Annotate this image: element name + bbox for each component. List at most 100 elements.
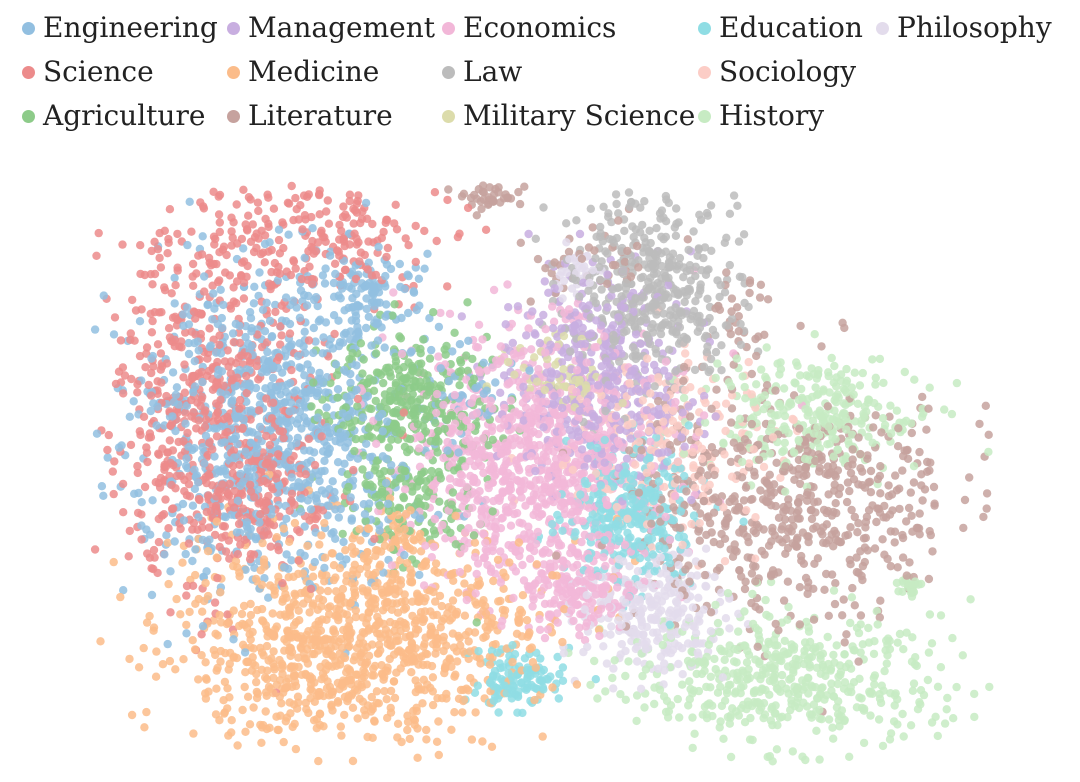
point-engineering [183,240,192,250]
legend-marker [698,65,711,79]
point-history [713,618,723,628]
point-science [154,537,164,547]
point-economics [445,309,455,318]
point-history [765,612,774,621]
point-literature [712,385,721,394]
point-literature [564,247,574,257]
point-medicine [149,623,159,632]
legend-item-agriculture: Agriculture [22,96,205,136]
point-history [679,393,689,403]
point-medicine [412,706,421,716]
point-medicine [410,536,419,545]
point-engineering [166,567,175,576]
point-history [801,755,810,765]
point-science [94,228,103,238]
point-medicine [370,716,379,725]
point-law [690,365,700,375]
point-literature [728,552,738,561]
point-law [672,330,681,339]
point-science [304,434,314,444]
point-history [788,747,797,756]
point-medicine [172,594,181,604]
point-history [621,671,630,681]
point-engineering [135,317,145,326]
point-medicine [109,557,118,567]
point-engineering [374,242,383,252]
point-law [599,202,608,211]
point-medicine [372,687,382,696]
point-science [284,199,294,208]
point-engineering [179,516,189,525]
point-engineering [336,279,345,289]
point-medicine [179,655,188,664]
point-economics [427,553,436,562]
legend-item-literature: Literature [227,96,393,136]
point-medicine [538,732,547,741]
point-science [322,207,331,216]
point-economics [519,576,529,585]
point-literature [695,536,704,545]
point-medicine [440,668,449,678]
point-management [626,434,635,443]
point-philosophy [656,606,666,615]
point-literature [846,523,855,532]
point-literature [866,488,876,497]
point-engineering [310,295,319,305]
point-history [692,669,701,679]
point-literature [839,595,848,604]
point-history [915,698,924,707]
point-science [198,392,207,402]
point-history [777,712,787,721]
point-literature [904,503,914,513]
point-medicine [499,568,508,577]
point-literature [873,474,883,484]
point-history [780,636,789,646]
legend-label: History [719,99,825,132]
point-medicine [447,725,456,734]
point-philosophy [606,630,615,639]
point-history [842,364,851,374]
point-engineering [168,368,178,377]
point-science [90,545,100,554]
point-history [927,639,937,648]
point-economics [535,625,545,634]
point-literature [741,483,751,492]
point-science [116,336,126,345]
point-science [188,259,198,269]
point-management [531,330,540,339]
point-history [601,687,610,696]
point-medicine [164,579,173,589]
point-history [958,651,967,660]
point-engineering [220,438,229,447]
point-history [875,354,885,364]
point-science [310,460,320,470]
point-agriculture [417,359,426,368]
point-science [161,495,170,504]
point-agriculture [472,618,481,627]
point-medicine [353,714,362,723]
point-medicine [368,733,377,742]
point-philosophy [625,562,634,571]
point-literature [858,561,868,571]
point-law [736,319,745,329]
point-history [899,645,908,654]
point-science [261,214,270,224]
point-engineering [170,273,179,283]
legend-item-history: History [698,96,824,136]
point-economics [429,542,439,552]
point-medicine [116,592,125,602]
point-history [870,399,879,408]
point-history [846,664,856,673]
point-science [209,232,219,241]
point-science [222,487,231,496]
legend-item-military-science: Military Science [442,96,695,136]
point-history [812,726,821,735]
point-science [141,363,150,372]
legend-label: Law [463,55,523,88]
point-engineering [255,268,264,277]
legend-label: Literature [248,99,393,132]
point-literature [682,487,691,496]
point-engineering [170,299,179,308]
point-history [776,358,785,367]
